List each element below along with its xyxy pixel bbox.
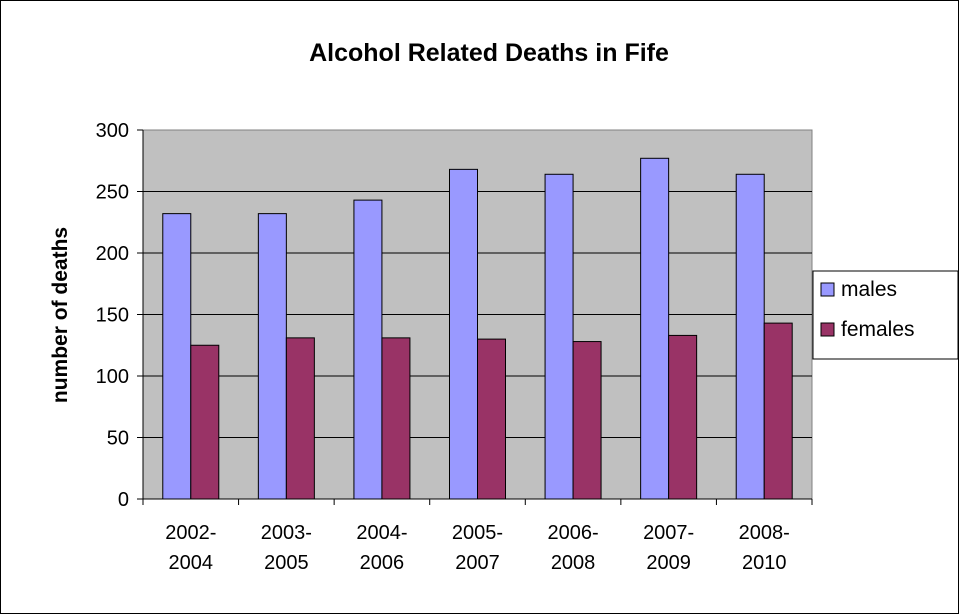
bars [162,157,793,500]
legend-swatch-males [820,282,835,297]
y-tick-label: 150 [96,305,129,327]
y-axis-title: number of deaths [49,227,72,403]
y-tick-label: 50 [107,428,129,450]
bar-females [763,322,793,500]
x-tick-label: 2007- [643,522,694,544]
bar-females [477,338,506,500]
x-tick-label: 2008- [739,522,790,544]
x-tick-label: 2004 [169,552,214,574]
legend-label-males: males [841,278,897,301]
legend-label-females: females [841,318,915,341]
legend-box [812,270,958,360]
x-tick-label: 2008 [551,552,596,574]
x-tick-label: 2006 [360,552,405,574]
y-tick-label: 250 [96,182,129,204]
y-tick-label: 200 [96,243,129,265]
y-tick-labels: 0 50 100 150 200 250 300 [96,120,129,511]
x-tick-label: 2010 [742,552,787,574]
x-tick-label: 2007 [455,552,500,574]
axes [137,129,813,505]
y-tick-label: 0 [118,489,129,511]
x-tick-label: 2005 [264,552,309,574]
bar-males [162,213,192,500]
bar-males [640,157,670,500]
legend-swatch-females [820,322,835,337]
x-tick-label: 2009 [646,552,691,574]
bar-females [285,337,315,500]
bar-males [449,168,478,500]
bar-males [257,213,287,500]
bar-males [735,173,765,500]
x-tick-labels: 2002- 2004 2003- 2005 2004- 2006 2005- 2007 2006… [165,522,790,574]
x-tick-label: 2005- [452,522,503,544]
bar-females [381,337,411,500]
legend: males females [820,278,915,341]
x-tick-label: 2002- [165,522,216,544]
bar-females [190,344,220,500]
x-tick-label: 2004- [356,522,407,544]
x-tick-label: 2003- [261,522,312,544]
bar-females [572,341,602,500]
y-tick-label: 100 [96,366,129,388]
bar-males [353,199,383,500]
bar-females [668,334,698,500]
chart-title: Alcohol Related Deaths in Fife [309,39,669,67]
x-tick-label: 2006- [547,522,598,544]
bar-males [544,173,574,500]
y-tick-label: 300 [96,120,129,142]
